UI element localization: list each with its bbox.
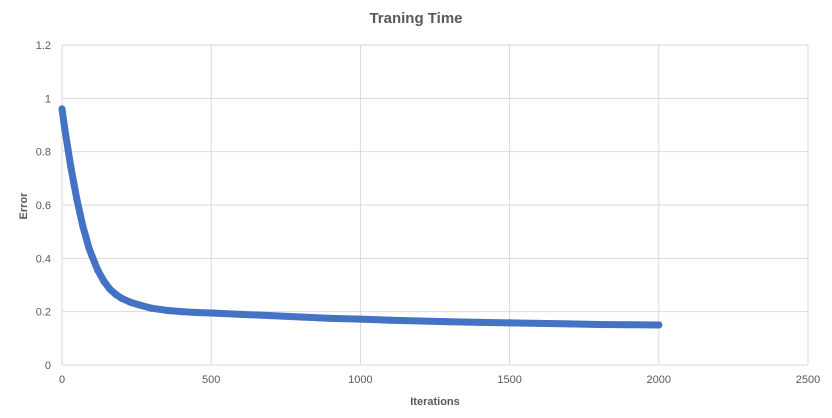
data-point: [88, 252, 96, 260]
data-point: [416, 317, 424, 325]
y-axis-title: Error: [18, 192, 30, 220]
y-tick-label: 1.2: [36, 40, 51, 52]
data-point: [112, 290, 120, 298]
y-tick-label: 0: [45, 360, 51, 372]
series-0: [58, 105, 663, 329]
x-tick-label: 1500: [497, 374, 521, 386]
data-point: [207, 309, 215, 317]
data-point: [118, 294, 126, 302]
data-point: [356, 315, 364, 323]
x-tick-label: 2500: [796, 374, 820, 386]
x-tick-label: 500: [202, 374, 220, 386]
chart-title: Traning Time: [369, 10, 462, 27]
data-point: [655, 321, 663, 329]
data-point: [625, 321, 633, 329]
data-point: [535, 319, 544, 327]
data-point: [70, 180, 78, 188]
y-tick-label: 1: [45, 93, 51, 105]
x-tick-label: 1000: [348, 374, 372, 386]
data-point: [162, 306, 171, 314]
y-tick-label: 0.4: [36, 253, 51, 265]
data-point: [476, 318, 484, 326]
data-point: [76, 209, 84, 217]
data-point: [82, 233, 90, 241]
data-point: [267, 312, 275, 320]
data-point: [127, 298, 135, 306]
x-axis-title: Iterations: [410, 396, 460, 408]
data-point: [73, 196, 81, 204]
data-point: [135, 301, 144, 309]
data-point: [297, 313, 305, 321]
data-point: [67, 164, 75, 172]
data-point: [386, 316, 394, 324]
data-point: [85, 244, 93, 252]
data-point: [106, 285, 114, 293]
y-tick-label: 0.6: [36, 200, 51, 212]
data-point: [192, 308, 200, 317]
data-point: [237, 310, 245, 318]
tick-labels: 0 500 1000 1500 2000 2500 0 0.2 0.4 0.6 0.8 1 1.2: [36, 40, 821, 386]
data-point: [446, 318, 454, 326]
data-point: [94, 266, 102, 274]
y-tick-label: 0.2: [36, 307, 51, 319]
data-point: [147, 304, 156, 312]
data-point: [326, 314, 335, 322]
data-point: [595, 320, 603, 329]
data-point: [100, 277, 108, 285]
data-point: [177, 308, 185, 316]
x-tick-label: 2000: [647, 374, 671, 386]
data-point: [506, 319, 514, 327]
grid: [61, 44, 809, 366]
data-point: [58, 105, 66, 113]
data-series: [58, 105, 663, 329]
data-point: [61, 126, 69, 134]
y-tick-label: 0.8: [36, 147, 51, 159]
data-point: [64, 145, 72, 153]
data-point: [79, 222, 87, 230]
data-point: [565, 320, 573, 328]
x-tick-label: 0: [59, 374, 65, 386]
